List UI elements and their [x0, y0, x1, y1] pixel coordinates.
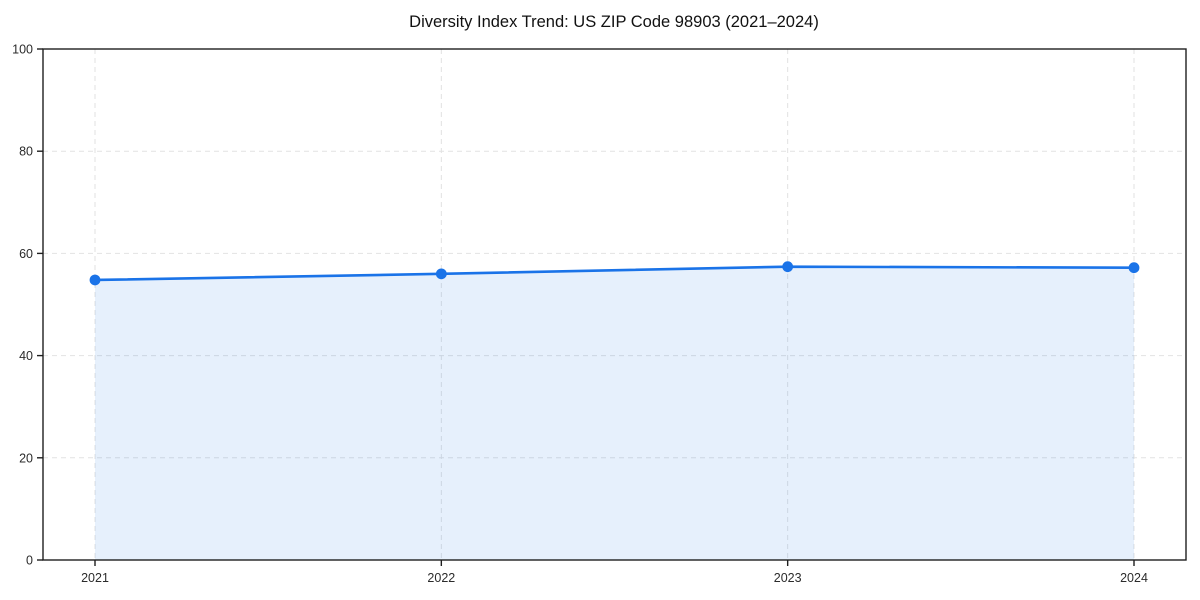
- data-point: [782, 261, 794, 273]
- y-tick-label: 0: [26, 554, 33, 568]
- data-point-markers: [89, 261, 1140, 286]
- plot-frame: [42, 48, 1187, 561]
- y-tick-label: 20: [19, 451, 33, 465]
- data-point: [1128, 262, 1140, 274]
- y-tick-label: 80: [19, 145, 33, 159]
- y-tick-label: 40: [19, 349, 33, 363]
- x-tick-label: 2021: [81, 571, 109, 585]
- y-tick-label: 100: [12, 43, 33, 57]
- data-point: [435, 268, 447, 280]
- chart-title: Diversity Index Trend: US ZIP Code 98903…: [409, 13, 819, 31]
- x-tick-label: 2022: [427, 571, 455, 585]
- x-tick-label: 2024: [1120, 571, 1148, 585]
- y-tick-label: 60: [19, 247, 33, 261]
- axis-tick-labels: 0 20 40 60 80 100 2021 2022 2023 2024: [12, 43, 1148, 586]
- trend-line: [93, 265, 1136, 282]
- axis-ticks: [37, 48, 1135, 566]
- series-line: [93, 265, 1136, 282]
- area-under-line: [95, 266, 1134, 560]
- x-tick-label: 2023: [774, 571, 802, 585]
- data-point: [89, 274, 101, 286]
- area-fill: [95, 266, 1134, 560]
